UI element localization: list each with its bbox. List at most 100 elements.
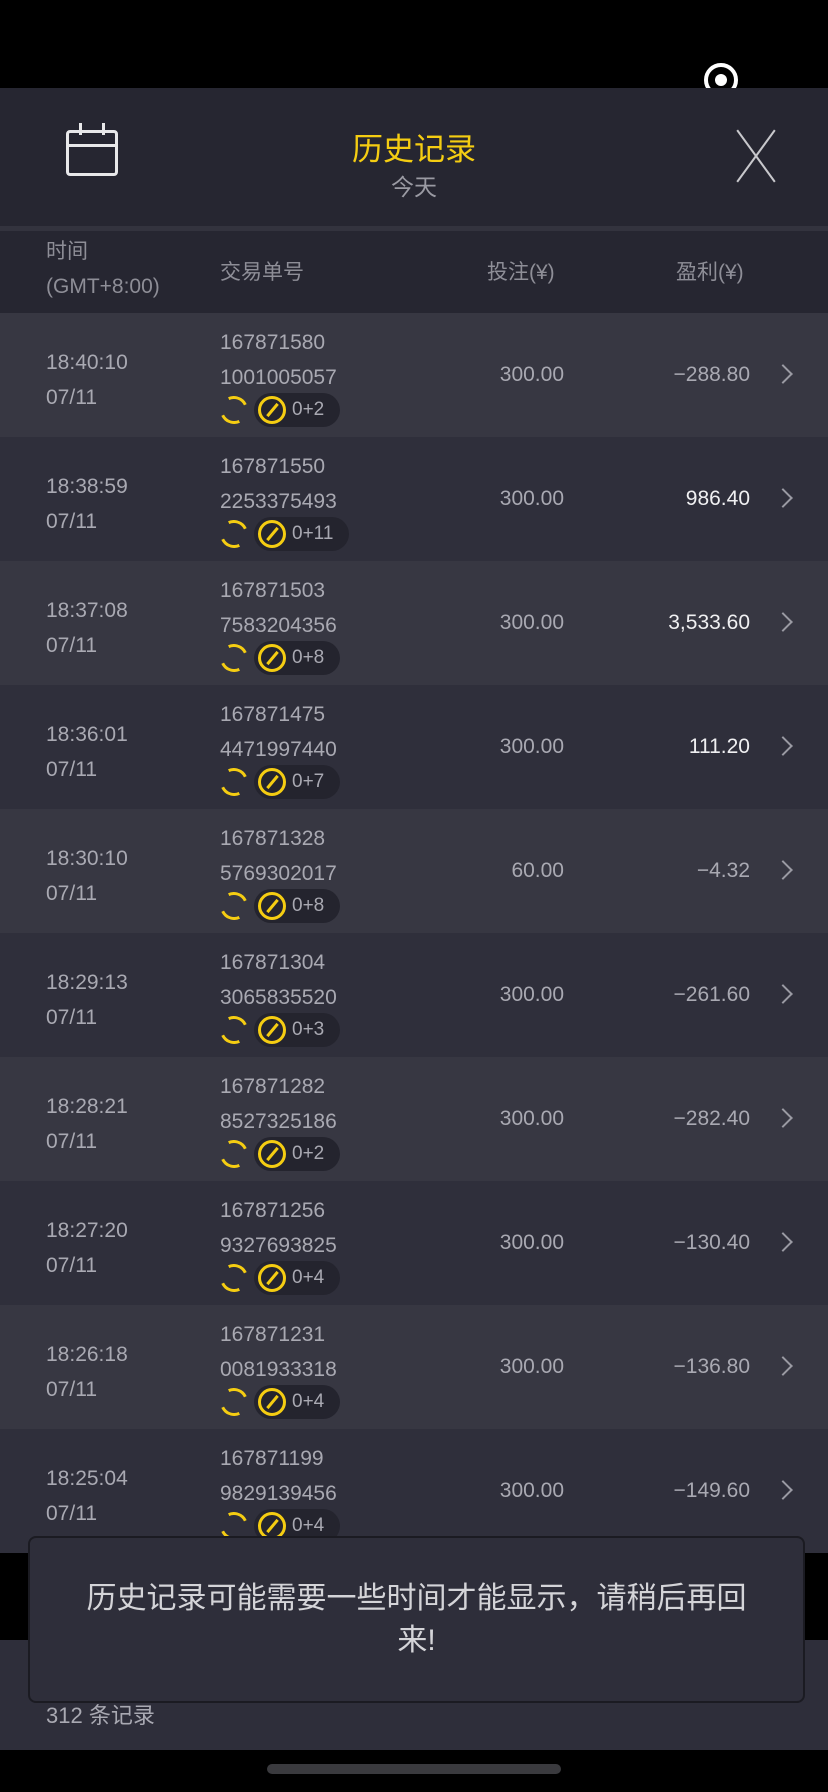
home-indicator[interactable] [267,1764,561,1774]
col-order: 交易单号 [220,261,304,284]
badge-count: 0+2 [292,1143,325,1164]
record-count: 312 条记录 [46,1703,155,1728]
parlay-badge: 0+7 [254,765,341,799]
chevron-right-icon[interactable] [773,488,793,508]
parlay-badge: 0+8 [254,889,341,923]
chevron-right-icon[interactable] [773,736,793,756]
table-row[interactable]: 18:28:21 07/11 167871282 8527325186 0+2 30… [0,1057,828,1181]
date-filter-label: 今天 [391,174,437,200]
order-id-part1: 167871580 [220,331,326,354]
sync-icon [216,1260,252,1296]
parlay-badge: 0+4 [254,1261,341,1295]
row-time: 18:29:13 [46,971,128,994]
order-id-part1: 167871304 [220,951,326,974]
sync-icon [216,640,252,676]
ball-icon [258,644,286,672]
badge-count: 0+7 [292,771,325,792]
ball-icon [258,892,286,920]
bet-amount: 300.00 [499,1355,564,1378]
row-time: 18:36:01 [46,723,128,746]
row-time: 18:40:10 [46,351,128,374]
profit-amount: −282.40 [673,1107,751,1130]
profit-amount: −261.60 [673,983,751,1006]
bet-amount: 300.00 [499,1107,564,1130]
row-date: 07/11 [46,758,97,781]
table-row[interactable]: 18:26:18 07/11 167871231 0081933318 0+4 30… [0,1305,828,1429]
order-id-part2: 9327693825 [220,1234,337,1257]
history-list: 18:40:10 07/11 167871580 1001005057 0+2 30… [0,313,828,1553]
row-date: 07/11 [46,1130,97,1153]
row-time: 18:37:08 [46,599,128,622]
table-header: 时间 (GMT+8:00) 交易单号 投注(¥) 盈利(¥) [0,231,828,313]
chevron-right-icon[interactable] [773,1356,793,1376]
parlay-badge: 0+3 [254,1013,341,1047]
order-id-part2: 9829139456 [220,1482,337,1505]
order-id-part2: 3065835520 [220,986,337,1009]
row-date: 07/11 [46,386,97,409]
chevron-right-icon[interactable] [773,364,793,384]
row-time: 18:25:04 [46,1467,128,1490]
badge-count: 0+4 [292,1391,325,1412]
sync-icon [216,1384,252,1420]
bet-amount: 300.00 [499,611,564,634]
profit-amount: −4.32 [696,859,750,882]
badge-count: 0+8 [292,647,325,668]
row-date: 07/11 [46,1502,97,1525]
chevron-right-icon[interactable] [773,984,793,1004]
table-row[interactable]: 18:29:13 07/11 167871304 3065835520 0+3 30… [0,933,828,1057]
badge-count: 0+2 [292,399,325,420]
ball-icon [258,520,286,548]
chevron-right-icon[interactable] [773,612,793,632]
table-row[interactable]: 18:36:01 07/11 167871475 4471997440 0+7 30… [0,685,828,809]
row-time: 18:30:10 [46,847,128,870]
row-date: 07/11 [46,882,97,905]
ball-icon [258,396,286,424]
col-timezone: (GMT+8:00) [46,275,160,298]
chevron-right-icon[interactable] [773,1480,793,1500]
bet-amount: 300.00 [499,487,564,510]
parlay-badge: 0+2 [254,393,341,427]
bet-amount: 60.00 [511,859,564,882]
col-profit: 盈利(¥) [676,261,744,284]
ball-icon [258,1264,286,1292]
parlay-badge: 0+2 [254,1137,341,1171]
order-id-part2: 2253375493 [220,490,337,513]
chevron-right-icon[interactable] [773,860,793,880]
row-date: 07/11 [46,1006,97,1029]
profit-amount: −130.40 [673,1231,751,1254]
order-id-part1: 167871231 [220,1323,326,1346]
order-id-part1: 167871550 [220,455,326,478]
row-time: 18:28:21 [46,1095,128,1118]
bet-amount: 300.00 [499,1479,564,1502]
col-time: 时间 [46,240,88,263]
chevron-right-icon[interactable] [773,1232,793,1252]
table-row[interactable]: 18:40:10 07/11 167871580 1001005057 0+2 30… [0,313,828,437]
bet-amount: 300.00 [499,1231,564,1254]
table-row[interactable]: 18:37:08 07/11 167871503 7583204356 0+8 30… [0,561,828,685]
col-bet: 投注(¥) [487,261,555,284]
order-id-part2: 5769302017 [220,862,337,885]
row-date: 07/11 [46,1378,97,1401]
table-row[interactable]: 18:25:04 07/11 167871199 9829139456 0+4 30… [0,1429,828,1553]
order-id-part1: 167871475 [220,703,326,726]
order-id-part1: 167871282 [220,1075,326,1098]
table-row[interactable]: 18:30:10 07/11 167871328 5769302017 0+8 60… [0,809,828,933]
sync-icon [216,392,252,428]
parlay-badge: 0+4 [254,1385,341,1419]
row-time: 18:38:59 [46,475,128,498]
close-icon[interactable] [732,132,780,180]
row-date: 07/11 [46,1254,97,1277]
row-date: 07/11 [46,634,97,657]
sync-icon [216,888,252,924]
table-row[interactable]: 18:38:59 07/11 167871550 2253375493 0+11 3… [0,437,828,561]
ball-icon [258,768,286,796]
ball-icon [258,1388,286,1416]
ball-icon [258,1140,286,1168]
order-id-part1: 167871328 [220,827,326,850]
calendar-icon[interactable] [66,123,118,176]
chevron-right-icon[interactable] [773,1108,793,1128]
badge-count: 0+3 [292,1019,325,1040]
toast-message: 历史记录可能需要一些时间才能显示，请稍后再回来! [86,1581,747,1657]
table-row[interactable]: 18:27:20 07/11 167871256 9327693825 0+4 30… [0,1181,828,1305]
bet-amount: 300.00 [499,983,564,1006]
